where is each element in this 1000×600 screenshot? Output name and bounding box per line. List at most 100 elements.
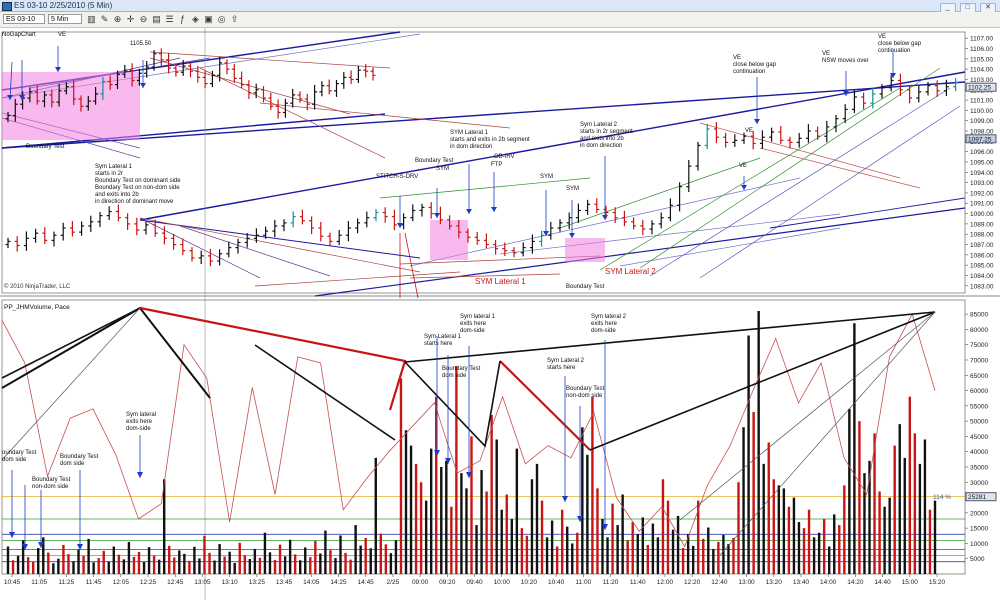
time-tick-label: 11:00 [575, 579, 591, 586]
swing-line [719, 311, 936, 556]
time-tick-label: 09:20 [439, 579, 456, 586]
arrow-head [38, 542, 44, 548]
time-tick-label: 12:45 [167, 579, 184, 586]
time-tick-label: 10:40 [548, 579, 565, 586]
price-bar [143, 221, 149, 235]
crosshair-icon[interactable]: ✛ [126, 14, 135, 24]
trend-line [759, 147, 921, 189]
day1-upper-bar [348, 70, 354, 84]
price-bar [787, 136, 793, 149]
price-bar [272, 219, 278, 238]
price-tick-label: 1106.00 [970, 46, 993, 53]
price-annotation-text: VE [878, 34, 886, 40]
price-bar [695, 141, 701, 171]
price-bar [529, 234, 535, 254]
data-box-icon[interactable]: ▣ [204, 14, 213, 24]
price-tick-label: 1083.00 [970, 283, 994, 290]
arrow-head [466, 209, 472, 214]
price-bar [364, 211, 370, 228]
price-annotation-text: SYM [436, 166, 449, 172]
trend-line [649, 87, 951, 277]
price-annotation: Boundary Test [566, 284, 605, 290]
price-annotation: Boundary Test [26, 144, 65, 150]
volume-annotation-text: non-dom side [32, 484, 69, 490]
volume-annotation-text: exits here [591, 321, 618, 327]
price-bar [897, 73, 903, 96]
price-tick-label: 1107.00 [970, 36, 993, 43]
price-bar [419, 203, 425, 217]
price-bar [410, 204, 416, 222]
volume-annotation-text: dom side [60, 461, 85, 467]
price-bar [428, 202, 434, 219]
title-bar: ES 03-10 2/25/2010 (5 Min) _ □ ✕ [0, 0, 1000, 13]
time-tick-label: 10:20 [521, 579, 538, 586]
time-tick-label: 14:40 [874, 579, 891, 586]
app-icon [2, 2, 12, 11]
time-tick-label: 13:05 [194, 579, 211, 586]
trend-line [139, 71, 966, 221]
price-bar [355, 218, 361, 234]
instrument-select[interactable]: ES 03-10 [3, 14, 45, 24]
volume-tick-label: 45000 [970, 434, 988, 441]
price-bar [631, 217, 637, 230]
price-bar [649, 220, 655, 235]
volume-annotation-text: non-dom side [566, 393, 603, 399]
share-icon[interactable]: ⇪ [230, 14, 239, 24]
price-bar [69, 221, 75, 237]
arrow [55, 46, 61, 72]
day1-upper-bar [180, 59, 186, 76]
day1-upper-bar [107, 75, 113, 90]
snapshot-icon[interactable]: ◎ [217, 14, 226, 24]
price-bar [916, 85, 922, 103]
day1-upper-bar [355, 65, 361, 84]
pencil-icon[interactable]: ✎ [100, 14, 109, 24]
price-tick-label: 1086.00 [970, 252, 994, 259]
chart-canvas[interactable]: 1083.00 1084.00 1085.00 1086.00 1087.00 1088.… [0, 28, 1000, 600]
volume-tick-label: 80000 [970, 327, 988, 334]
drawing-tools-icon[interactable]: ▤ [152, 14, 161, 24]
time-tick-label: 15:20 [929, 579, 946, 586]
price-tick-label: 1090.00 [970, 211, 994, 218]
price-annotation-text: in direction of dominant move [95, 199, 174, 205]
volume-annotation-text: dom-side [591, 328, 616, 334]
swing-line [1, 307, 141, 379]
trend-line [639, 67, 941, 269]
price-annotation-text: VE [58, 32, 66, 38]
volume-annotation-text: Sym lateral 2 [591, 314, 627, 320]
price-bar [226, 241, 232, 258]
price-annotation: NoGapChart [2, 32, 36, 38]
trend-line [409, 177, 801, 267]
arrow [602, 156, 608, 220]
time-tick-label: 12:40 [711, 579, 728, 586]
price-annotation-text: continuation [878, 48, 910, 54]
indicators-icon[interactable]: ƒ [179, 14, 185, 24]
price-bar [318, 221, 324, 242]
price-annotation: SYM [436, 166, 449, 172]
price-bar [299, 209, 305, 225]
price-bar [520, 242, 526, 257]
price-annotation: VE [739, 163, 747, 169]
magnifier-plus-icon[interactable]: ⊕ [113, 14, 122, 24]
price-bar [244, 233, 250, 248]
volume-annotation-text: dom side [442, 373, 467, 379]
arrow-head [562, 496, 568, 502]
price-bar [879, 84, 885, 99]
swing-line [1, 307, 141, 461]
price-bar [198, 250, 204, 265]
volume-annotation-text: Boundary Test [60, 454, 99, 460]
price-bar [713, 122, 719, 144]
interval-select[interactable]: 5 Min [48, 14, 82, 24]
arrow-head [55, 67, 61, 72]
volume-tick-label: 30000 [970, 480, 988, 487]
chart-style-icon[interactable]: ▥ [87, 14, 96, 24]
price-tick-label: 1092.00 [970, 190, 994, 197]
strategies-icon[interactable]: ◈ [192, 14, 199, 24]
pace-tag [965, 492, 997, 502]
properties-icon[interactable]: ☰ [165, 14, 174, 24]
pace-line [1, 313, 936, 548]
magnifier-minus-icon[interactable]: ⊖ [139, 14, 148, 24]
volume-tick-label: 50000 [970, 419, 988, 426]
arrow [754, 77, 760, 124]
volume-tick-label: 35000 [970, 464, 988, 471]
